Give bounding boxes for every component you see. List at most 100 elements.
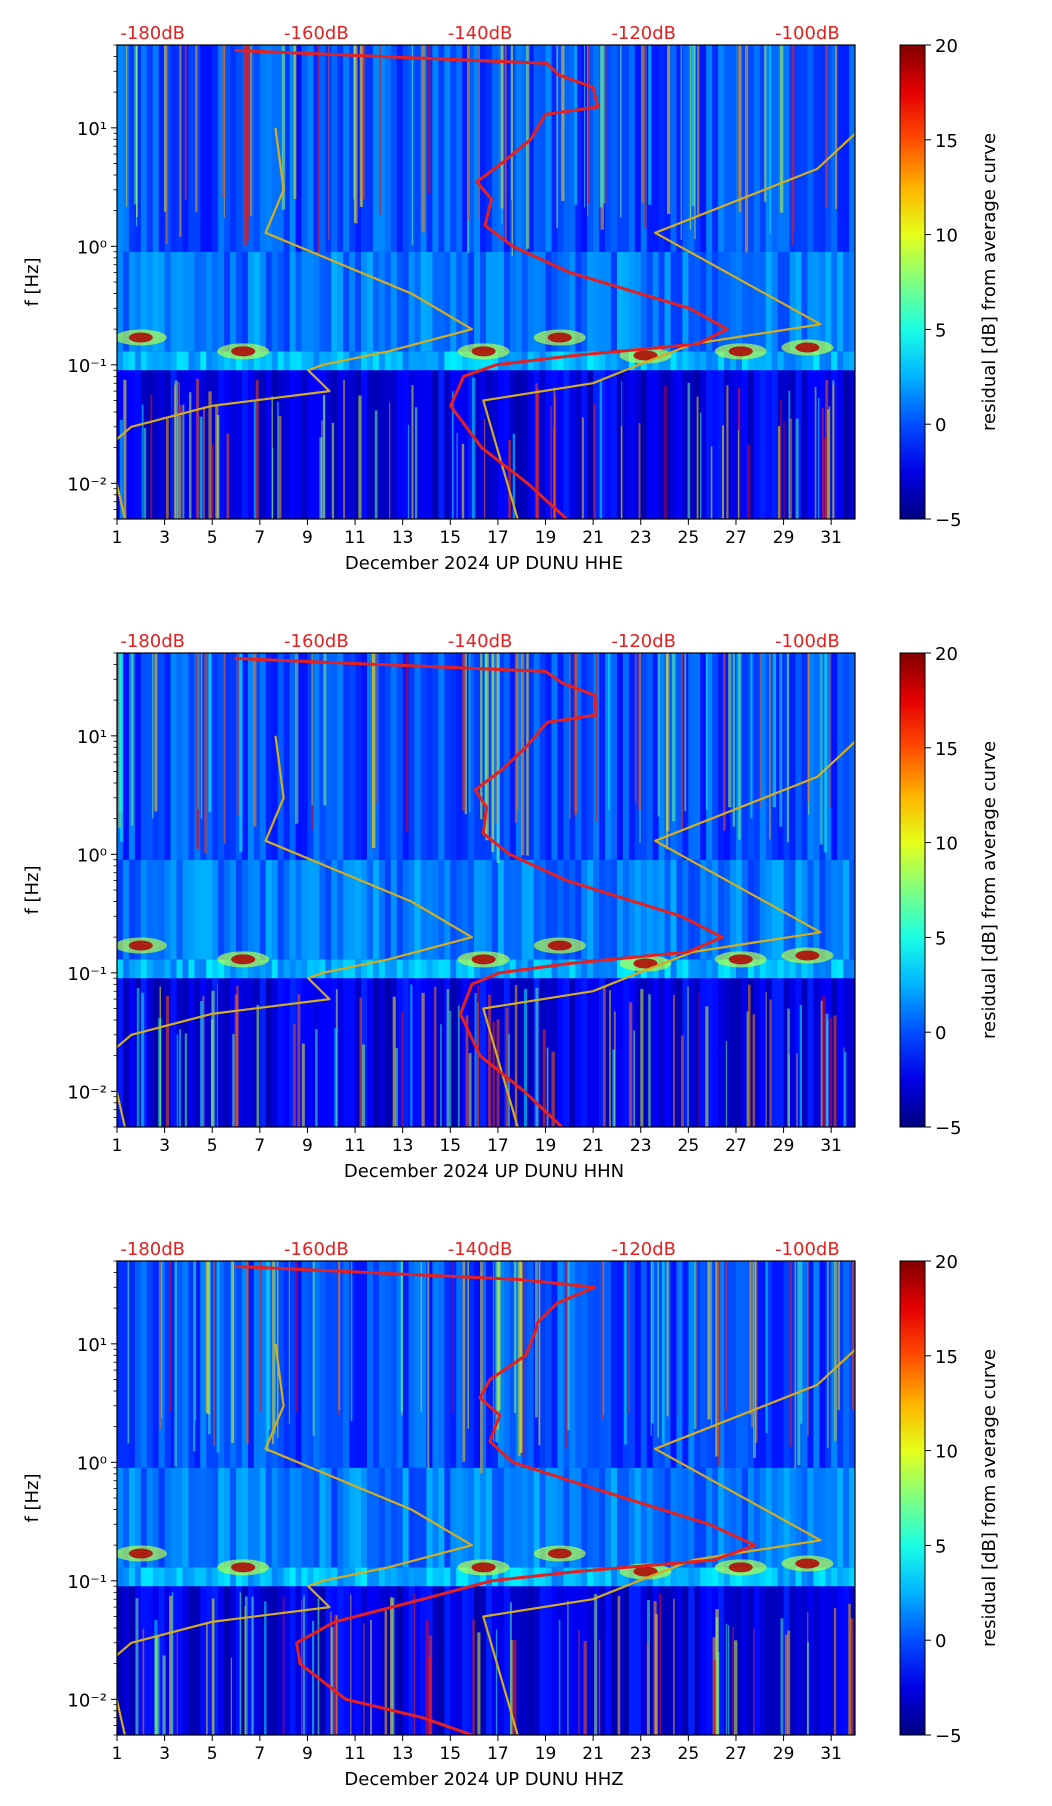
x-axis-label: December 2024 UP DUNU HHE [345,553,623,574]
heatmap-cell [813,1467,820,1568]
heatmap-cell [253,1567,261,1587]
heatmap-cell [283,978,291,1127]
heatmap-cell [569,959,576,979]
colorbar-tick-label: 15 [935,739,958,760]
heatmap-cell [402,859,410,960]
heatmap-cell [384,859,392,960]
heatmap-cell [563,45,570,252]
heatmap-cell [676,1467,683,1568]
heatmap-streak [334,1028,337,1127]
heatmap-cell [134,370,142,519]
heatmap-cell [301,1567,308,1587]
heatmap-cell [462,859,469,960]
heatmap-cell [117,351,124,371]
heatmap-cell [361,653,368,860]
heatmap-cell [224,978,231,1127]
heatmap-cell [605,978,612,1127]
heatmap-cell [271,45,279,252]
heatmap-streak [467,1261,469,1429]
heatmap-cell [200,1567,207,1587]
heatmap-cell [128,859,136,960]
heatmap-cell [628,653,636,860]
heatmap-cell [610,45,618,252]
heatmap-cell [176,859,183,960]
heatmap-cell [361,959,368,979]
heatmap-cell [795,959,802,979]
heatmap-streak [584,45,586,208]
heatmap-cell [682,1567,689,1587]
heatmap-cell [664,370,671,519]
heatmap-cell [605,1261,612,1468]
heatmap-cell [206,1586,213,1735]
heatmap-cell [128,1467,136,1568]
heatmap-cell [319,959,326,979]
heatmap-streak [334,1614,338,1735]
heatmap-cell [807,251,814,352]
heatmap-cell [628,370,636,519]
heatmap-cell [325,1467,332,1568]
heatmap-cell [117,1586,124,1735]
microseism-blob-core [633,1566,658,1577]
heatmap-cell [366,859,374,960]
heatmap-cell [658,978,666,1127]
heatmap-cell [545,653,552,860]
heatmap-streak [495,1629,498,1735]
heatmap-cell [557,1261,564,1468]
x-tick-label: 3 [159,528,170,548]
heatmap-streak [271,1261,275,1445]
heatmap-streak [456,432,458,519]
heatmap-cell [456,1567,463,1587]
heatmap-streak [496,1019,500,1127]
heatmap-cell [301,45,308,252]
heatmap-streak [753,1261,756,1458]
heatmap-streak [696,396,699,519]
heatmap-cell [117,1467,124,1568]
heatmap-cell [450,351,457,371]
heatmap-cell [789,1586,796,1735]
microseism-blob-core [795,342,820,353]
heatmap-cell [236,251,243,352]
heatmap-cell [628,859,636,960]
heatmap-cell [271,1467,279,1568]
heatmap-cell [224,1567,231,1587]
heatmap-streak [338,1261,341,1411]
heatmap-cell [414,1586,422,1735]
heatmap-cell [587,351,594,371]
heatmap-cell [158,351,166,371]
heatmap-cell [289,978,297,1127]
heatmap-cell [622,370,630,519]
heatmap-cell [545,1567,552,1587]
heatmap-cell [426,251,433,352]
heatmap-cell [218,1586,225,1735]
heatmap-streak [634,653,637,803]
heatmap-cell [313,859,320,960]
colorbar-label: residual [dB] from average curve [979,741,1000,1039]
heatmap-cell [152,1467,160,1568]
heatmap-cell [164,45,172,252]
heatmap-cell [724,978,731,1127]
heatmap-cell [224,1586,231,1735]
heatmap-cell [837,251,844,352]
heatmap-cell [545,859,552,960]
heatmap-cell [741,1467,749,1568]
heatmap-cell [307,1467,314,1568]
heatmap-streak [370,1619,372,1735]
x-tick-label: 11 [344,1136,366,1156]
heatmap-streak [249,45,253,217]
heatmap-cell [563,653,570,860]
heatmap-streak [472,1619,475,1735]
heatmap-cell [741,370,749,519]
heatmap-cell [122,351,130,371]
heatmap-streak [425,1620,429,1735]
heatmap-cell [831,351,838,371]
heatmap-cell [730,859,737,960]
heatmap-streak [807,1261,809,1436]
heatmap-cell [622,1586,630,1735]
heatmap-cell [628,251,636,352]
heatmap-cell [384,351,392,371]
heatmap-cell [182,1567,189,1587]
heatmap-cell [253,653,261,860]
heatmap-streak [195,1261,197,1421]
